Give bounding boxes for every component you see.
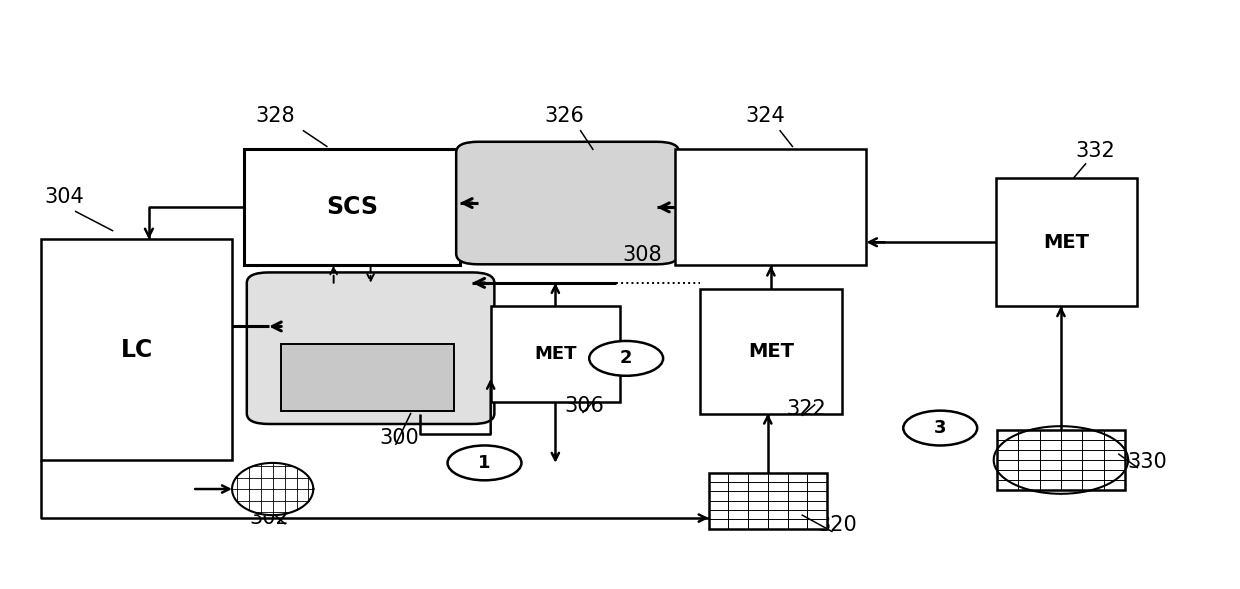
- Text: 1: 1: [479, 454, 491, 472]
- Circle shape: [448, 445, 522, 480]
- Bar: [709, 473, 827, 528]
- Bar: [996, 178, 1137, 306]
- Bar: [491, 306, 620, 402]
- Bar: [281, 344, 454, 411]
- FancyBboxPatch shape: [247, 273, 495, 424]
- Text: 322: 322: [786, 399, 826, 419]
- Text: SCS: SCS: [326, 196, 378, 219]
- Text: MET: MET: [748, 342, 794, 360]
- Bar: [701, 289, 842, 413]
- Text: 302: 302: [249, 508, 289, 528]
- Text: 324: 324: [745, 106, 785, 126]
- Text: 300: 300: [379, 428, 419, 448]
- Text: 330: 330: [1127, 452, 1167, 472]
- Circle shape: [589, 341, 663, 376]
- FancyBboxPatch shape: [456, 142, 680, 264]
- Bar: [997, 430, 1125, 490]
- Text: 326: 326: [544, 106, 584, 126]
- Text: 332: 332: [1076, 141, 1116, 161]
- Bar: [676, 150, 867, 266]
- Text: 2: 2: [620, 349, 632, 368]
- Text: 306: 306: [564, 396, 604, 416]
- Text: 328: 328: [255, 106, 295, 126]
- Text: LC: LC: [120, 337, 153, 362]
- Text: 308: 308: [622, 246, 662, 266]
- Text: 320: 320: [817, 515, 857, 535]
- Bar: [41, 239, 232, 460]
- Circle shape: [903, 411, 977, 445]
- Text: MET: MET: [1044, 233, 1090, 252]
- Text: 3: 3: [934, 419, 946, 437]
- Text: MET: MET: [534, 345, 577, 363]
- Text: 304: 304: [45, 187, 84, 207]
- Bar: [244, 150, 460, 266]
- Polygon shape: [232, 463, 314, 515]
